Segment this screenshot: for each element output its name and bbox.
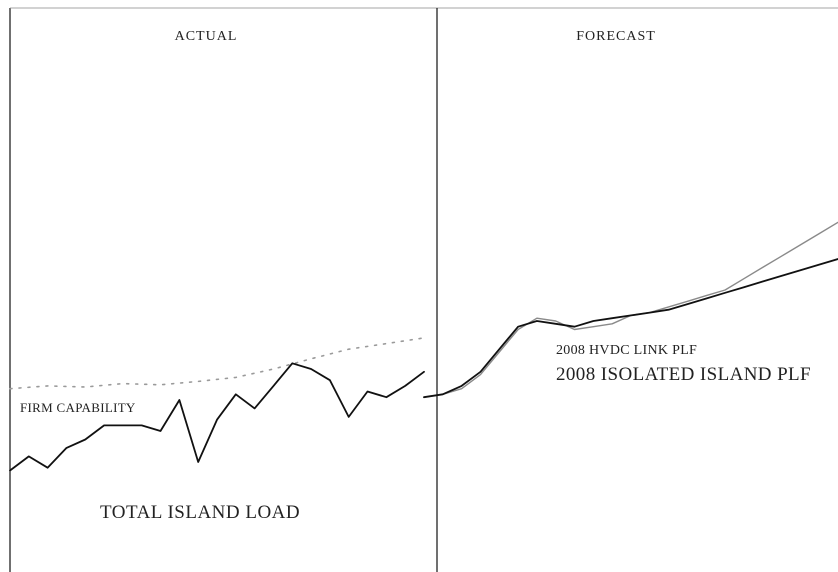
panel-label-actual: ACTUAL [175,29,238,44]
panel-label-forecast: FORECAST [576,29,656,44]
series-line-isolated-plf [423,258,838,399]
annotation-firm-capability: FIRM CAPABILITY [20,400,136,415]
annotation-total-island-load: TOTAL ISLAND LOAD [100,502,300,523]
series-line-firm-capability [9,337,425,390]
series-layer [9,221,838,472]
series-line-total-load [9,362,425,472]
annotation-hvdc-link-plf: 2008 HVDC LINK PLF [556,343,697,358]
annotation-isolated-island-plf: 2008 ISOLATED ISLAND PLF [556,364,811,385]
